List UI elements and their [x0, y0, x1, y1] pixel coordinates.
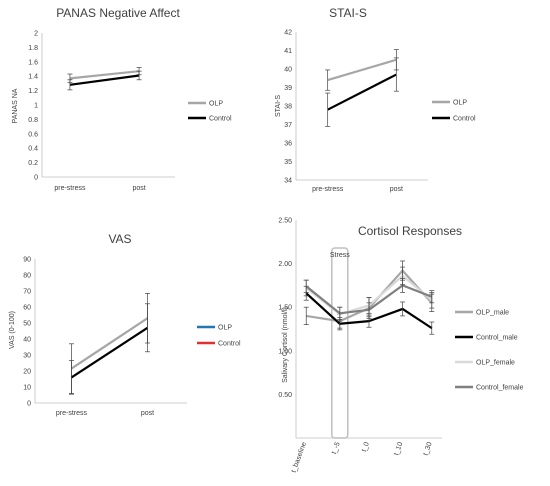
y-tick-label: 10	[23, 385, 31, 392]
vas-chart: VAS VAS (0-100) 0 10 20 30 40 50 60 70 80 90 pre-s…	[9, 232, 241, 417]
series-line-control	[69, 74, 140, 86]
legend-label: OLP	[209, 101, 223, 108]
y-tick-label: 0.2	[28, 160, 38, 167]
vas-title: VAS	[108, 232, 131, 246]
y-tick-label: 1.00	[278, 348, 292, 355]
y-tick-label: 60	[23, 305, 31, 312]
y-tick-label: 41	[284, 48, 292, 55]
y-tick-label: 42	[284, 30, 292, 37]
series-line-olp	[70, 317, 149, 370]
series-line-control	[70, 326, 149, 379]
stress-box	[331, 247, 349, 439]
y-tick-label: 0.8	[28, 117, 38, 124]
x-tick-label: t_10	[393, 441, 404, 456]
legend-label: Control_female	[476, 385, 524, 392]
y-tick-label: 36	[284, 141, 292, 148]
y-tick-label: 35	[284, 159, 292, 166]
y-tick-label: 20	[23, 369, 31, 376]
y-tick-label: 38	[284, 104, 292, 111]
stress-label: Stress	[330, 252, 350, 259]
legend-label: Control_male	[476, 335, 518, 342]
legend-label: Control	[209, 116, 232, 123]
y-tick-label: 0	[27, 401, 31, 408]
y-tick-label: 0	[34, 175, 38, 182]
x-tick-label: pre-stress	[56, 410, 88, 417]
cortisol-title: Cortisol Responses	[358, 224, 462, 238]
series-line-control	[327, 73, 397, 111]
legend-label: Control	[218, 341, 241, 348]
y-tick-label: 90	[23, 257, 31, 264]
panas-title: PANAS Negative Affect	[56, 6, 180, 20]
y-tick-label: 1	[34, 103, 38, 110]
y-tick-label: 0.4	[28, 146, 38, 153]
legend-label: OLP_female	[476, 360, 515, 367]
y-tick-label: 70	[23, 289, 31, 296]
series-line-olp	[69, 70, 140, 80]
panas-ylabel: PANAS NA	[12, 88, 19, 123]
y-tick-label: 50	[23, 321, 31, 328]
panas-chart: PANAS Negative Affect PANAS NA 0 0.2 0.4 0.…	[12, 6, 232, 192]
legend-label: OLP	[453, 100, 467, 107]
stai-chart: STAI-S STAI-S 34 35 36 37 38 39 40 41 42 pre-stre…	[275, 6, 476, 193]
y-tick-label: 1.8	[28, 45, 38, 52]
legend-label: Control	[453, 116, 476, 123]
x-tick-label: post	[390, 186, 403, 193]
series-line-olp	[327, 58, 397, 82]
y-tick-label: 1.4	[28, 74, 38, 81]
vas-ylabel: VAS (0-100)	[9, 311, 16, 349]
y-tick-label: 39	[284, 85, 292, 92]
x-tick-label: post	[141, 410, 154, 417]
x-tick-label: pre-stress	[312, 186, 344, 193]
y-tick-label: 34	[284, 178, 292, 185]
x-tick-label: pre-stress	[54, 185, 86, 192]
y-tick-label: 1.50	[278, 305, 292, 312]
legend-label: OLP_male	[476, 310, 509, 317]
y-tick-label: 0.6	[28, 131, 38, 138]
y-tick-label: 40	[284, 67, 292, 74]
x-tick-label: post	[132, 185, 145, 192]
y-tick-label: 2	[34, 31, 38, 38]
y-tick-label: 80	[23, 273, 31, 280]
cortisol-ylabel: Salivary Cortisol (nmol/l)	[282, 307, 289, 383]
cortisol-chart: Cortisol Responses Salivary Cortisol (nm…	[278, 218, 524, 474]
y-tick-label: 2.00	[278, 261, 292, 268]
y-tick-label: 40	[23, 337, 31, 344]
x-tick-label: t_baseline	[291, 441, 309, 473]
y-tick-label: 1.2	[28, 88, 38, 95]
y-tick-label: 30	[23, 353, 31, 360]
y-tick-label: 0.50	[278, 392, 292, 399]
x-tick-label: t_30	[422, 441, 433, 456]
y-tick-label: 2.50	[278, 218, 292, 225]
y-tick-label: 37	[284, 122, 292, 129]
x-tick-label: t_0	[361, 441, 371, 453]
legend-label: OLP	[218, 325, 232, 332]
y-tick-label: 1.6	[28, 59, 38, 66]
stai-title: STAI-S	[329, 6, 367, 20]
stai-ylabel: STAI-S	[275, 95, 282, 117]
x-tick-label: t_-5	[331, 441, 342, 455]
